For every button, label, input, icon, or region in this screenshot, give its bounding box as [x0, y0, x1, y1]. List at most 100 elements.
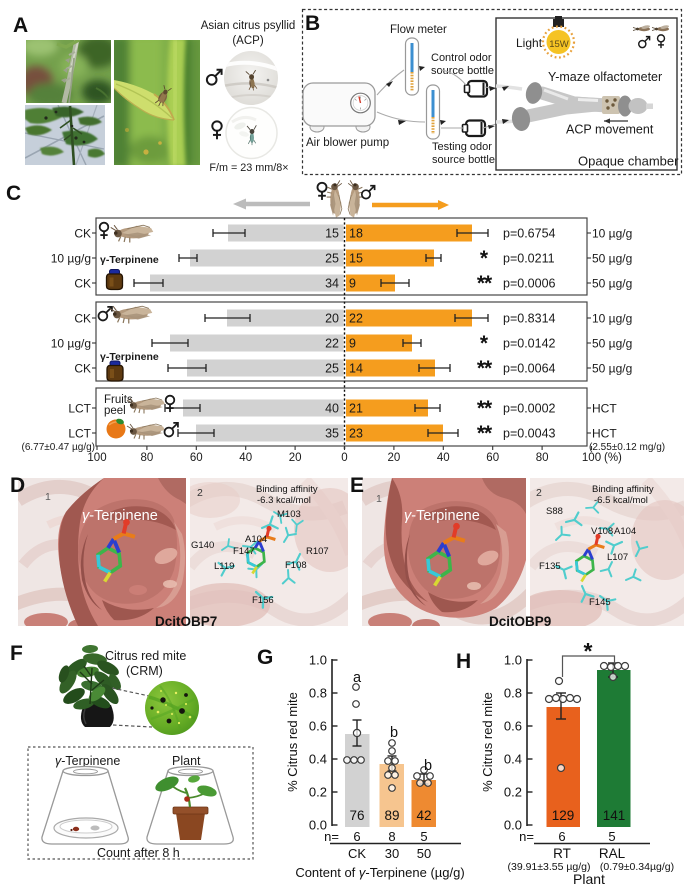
svg-text:42: 42 [416, 808, 431, 823]
svg-text:40: 40 [239, 452, 252, 464]
svg-text:*: * [480, 332, 489, 355]
svg-text:source bottle: source bottle [432, 154, 495, 166]
svg-text:DcitOBP7: DcitOBP7 [155, 614, 217, 629]
svg-text:F145: F145 [589, 597, 611, 608]
svg-text:b: b [390, 725, 398, 741]
svg-text:141: 141 [603, 808, 626, 823]
svg-text:**: ** [477, 422, 493, 445]
svg-text:F147: F147 [233, 546, 255, 557]
svg-text:HCT: HCT [592, 427, 617, 441]
svg-text:50 µg/g: 50 µg/g [592, 277, 632, 291]
svg-text:80: 80 [141, 452, 154, 464]
svg-text:F108: F108 [285, 560, 307, 571]
svg-text:γ-Terpinene: γ-Terpinene [100, 351, 159, 363]
svg-text:Binding affinity: Binding affinity [592, 484, 654, 495]
svg-text:S88: S88 [546, 506, 563, 517]
svg-text:25: 25 [325, 362, 339, 376]
svg-text:0.0: 0.0 [309, 818, 327, 833]
svg-text:R107: R107 [306, 546, 329, 557]
svg-text:80: 80 [536, 452, 549, 464]
svg-text:10 µg/g: 10 µg/g [51, 252, 91, 266]
svg-text:2: 2 [536, 487, 542, 499]
svg-text:Fruits: Fruits [104, 394, 133, 406]
svg-text:(0.79±0.34µg/g): (0.79±0.34µg/g) [600, 861, 674, 873]
svg-text:0: 0 [341, 452, 347, 464]
svg-text:(39.91±3.55 µg/g): (39.91±3.55 µg/g) [507, 861, 590, 873]
svg-text:0.8: 0.8 [309, 686, 327, 701]
svg-text:Plant: Plant [172, 754, 201, 768]
svg-text:n=: n= [324, 829, 339, 844]
svg-text:100: 100 [87, 452, 106, 464]
svg-text:0.0: 0.0 [504, 818, 522, 833]
svg-text:p=0.0142: p=0.0142 [503, 337, 556, 351]
svg-text:M103: M103 [277, 509, 301, 520]
svg-text:Plant: Plant [573, 871, 605, 887]
svg-text:LCT: LCT [68, 402, 91, 416]
svg-text:1.0: 1.0 [309, 653, 327, 668]
svg-text:0.8: 0.8 [504, 686, 522, 701]
svg-text:(2.55±0.12 mg/g): (2.55±0.12 mg/g) [589, 442, 665, 453]
svg-text:G140: G140 [191, 540, 214, 551]
svg-text:10 µg/g: 10 µg/g [592, 227, 632, 241]
svg-text:Content of γ-Terpinene (µg/g): Content of γ-Terpinene (µg/g) [295, 865, 464, 880]
svg-text:LCT: LCT [68, 427, 91, 441]
svg-text:DcitOBP9: DcitOBP9 [489, 614, 551, 629]
svg-text:14: 14 [349, 362, 363, 376]
svg-text:50: 50 [417, 846, 431, 861]
svg-text:40: 40 [325, 402, 339, 416]
svg-text:(6.77±0.47 µg/g): (6.77±0.47 µg/g) [21, 442, 95, 453]
svg-text:CK: CK [74, 227, 91, 241]
svg-text:p=0.0006: p=0.0006 [503, 277, 556, 291]
svg-text:% Citrus red mite: % Citrus red mite [480, 692, 495, 792]
svg-text:35: 35 [325, 427, 339, 441]
svg-text:15: 15 [325, 227, 339, 241]
svg-text:21: 21 [349, 402, 363, 416]
svg-text:1: 1 [376, 493, 382, 505]
svg-text:0.4: 0.4 [504, 752, 522, 767]
svg-text:34: 34 [325, 277, 339, 291]
svg-text:ACP movement: ACP movement [566, 123, 654, 137]
svg-text:-6.3 kcal/mol: -6.3 kcal/mol [257, 495, 311, 506]
svg-text:peel: peel [104, 405, 126, 417]
svg-text:20: 20 [325, 312, 339, 326]
svg-text:18: 18 [349, 227, 363, 241]
svg-text:*: * [584, 640, 593, 664]
svg-text:89: 89 [384, 808, 399, 823]
svg-text:22: 22 [325, 337, 339, 351]
svg-text:-6.5 kcal/mol: -6.5 kcal/mol [594, 495, 648, 506]
svg-text:Citrus red mite: Citrus red mite [105, 649, 186, 663]
svg-text:p=0.0064: p=0.0064 [503, 362, 556, 376]
svg-text:6: 6 [353, 829, 360, 844]
svg-text:Control odor: Control odor [431, 52, 492, 64]
svg-text:CK: CK [348, 846, 366, 861]
svg-text:50 µg/g: 50 µg/g [592, 252, 632, 266]
svg-text:CK: CK [74, 312, 91, 326]
svg-text:15: 15 [349, 252, 363, 266]
svg-text:20: 20 [289, 452, 302, 464]
svg-text:a: a [353, 670, 362, 686]
svg-text:0.4: 0.4 [309, 752, 327, 767]
svg-text:1.0: 1.0 [504, 653, 522, 668]
svg-text:0.6: 0.6 [504, 719, 522, 734]
svg-text:p=0.0211: p=0.0211 [503, 252, 555, 266]
svg-text:F135: F135 [539, 561, 561, 572]
svg-text:n=: n= [519, 829, 534, 844]
svg-text:L107: L107 [607, 552, 628, 563]
svg-text:RT: RT [553, 846, 571, 861]
svg-text:p=0.0002: p=0.0002 [503, 402, 556, 416]
svg-text:p=0.0043: p=0.0043 [503, 427, 556, 441]
svg-text:9: 9 [349, 277, 356, 291]
svg-text:B: B [305, 12, 320, 35]
svg-text:A104: A104 [614, 526, 636, 537]
svg-text:5: 5 [608, 829, 615, 844]
svg-text:HCT: HCT [592, 402, 617, 416]
svg-text:10 µg/g: 10 µg/g [51, 337, 91, 351]
svg-text:25: 25 [325, 252, 339, 266]
svg-text:50 µg/g: 50 µg/g [592, 362, 632, 376]
svg-text:source bottle: source bottle [431, 65, 494, 77]
svg-text:**: ** [477, 357, 493, 380]
svg-text:V108: V108 [591, 526, 613, 537]
svg-text:30: 30 [385, 846, 399, 861]
svg-text:Air blower pump: Air blower pump [306, 137, 389, 149]
svg-text:G: G [257, 646, 273, 669]
